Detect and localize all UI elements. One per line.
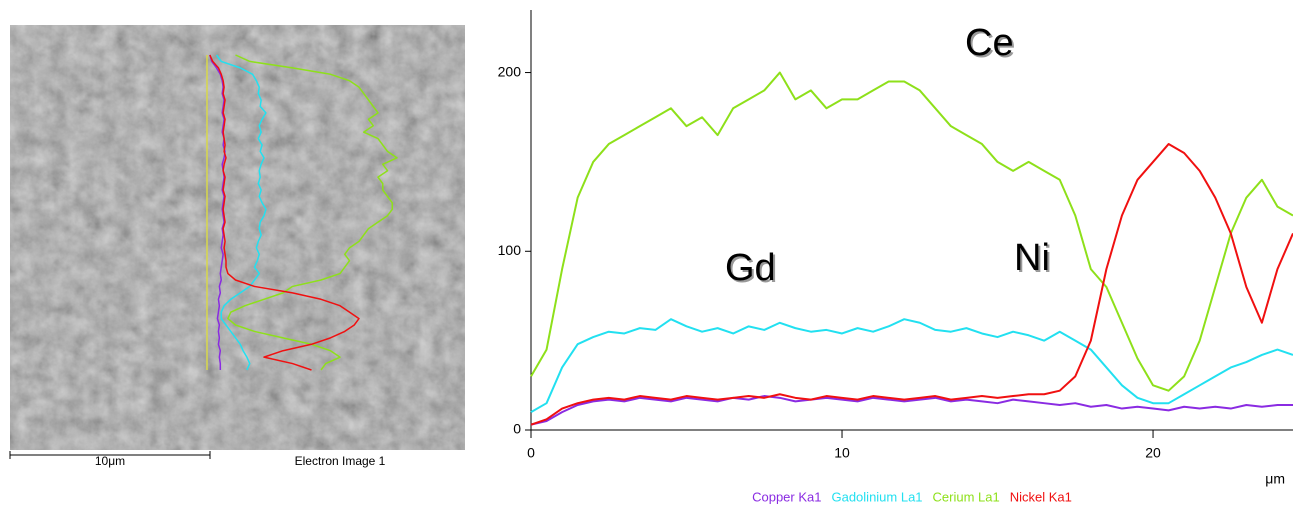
series-line <box>530 143 1293 426</box>
annotation-shadow: Gd <box>727 249 778 291</box>
legend-entry: Cerium La1 <box>933 489 1000 504</box>
line-chart: 0 100 200 0 10 20 μm <box>498 10 1293 487</box>
x-tick-label: 10 <box>834 445 850 461</box>
legend-entry: Copper Ka1 <box>752 489 821 504</box>
overlay-line <box>209 54 360 371</box>
annotation: Ce <box>965 22 1014 64</box>
annotation: Ni <box>1014 237 1050 279</box>
image-caption: Electron Image 1 <box>295 454 386 468</box>
x-tick-label: 0 <box>527 445 535 461</box>
x-axis-label: μm <box>1265 471 1285 487</box>
overlay-line <box>215 54 267 371</box>
overlay-line <box>227 54 398 371</box>
legend-entry: Gadolinium La1 <box>831 489 922 504</box>
legend: Copper Ka1 Gadolinium La1 Cerium La1 Nickel… <box>752 489 1072 504</box>
series-line <box>530 318 1293 413</box>
scan-overlay <box>209 54 398 371</box>
annotation: Gd <box>725 247 776 289</box>
legend-entry: Nickel Ka1 <box>1010 489 1072 504</box>
series-line <box>530 71 1293 392</box>
electron-image: 10μm Electron Image 1 <box>9 25 465 468</box>
series-line <box>530 395 1293 426</box>
y-tick-label: 200 <box>498 63 522 79</box>
sem-texture <box>10 25 465 450</box>
x-tick-label: 20 <box>1145 445 1161 461</box>
annotation-shadow: Ce <box>967 24 1016 66</box>
scale-label: 10μm <box>95 454 125 468</box>
annotation-shadow: Ni <box>1016 239 1052 281</box>
y-tick-label: 0 <box>513 421 521 437</box>
overlay-line <box>209 54 226 370</box>
y-tick-label: 100 <box>498 242 522 258</box>
